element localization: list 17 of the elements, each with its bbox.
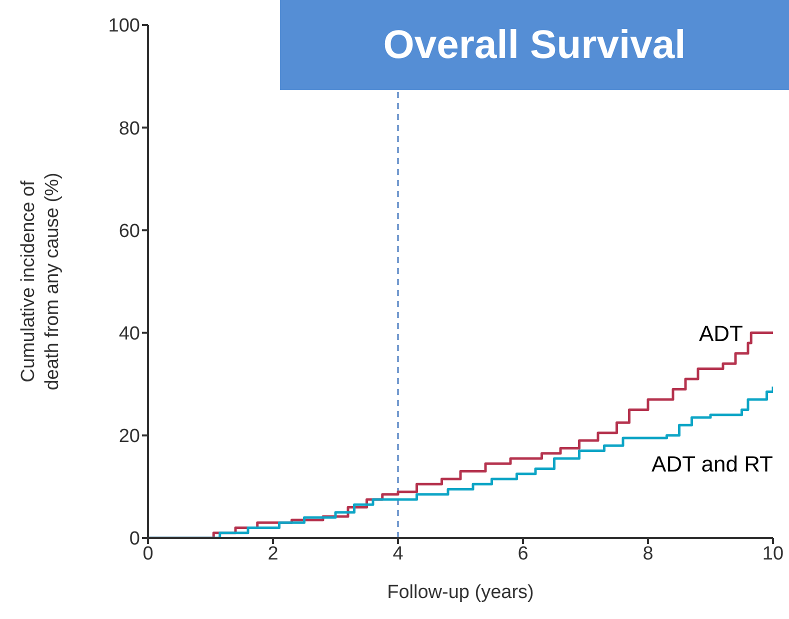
x-tick-label: 2 xyxy=(268,543,278,564)
title-banner: Overall Survival xyxy=(280,0,789,90)
y-tick-label: 60 xyxy=(118,220,140,242)
x-tick-label: 10 xyxy=(762,543,784,564)
x-tick-label: 4 xyxy=(392,543,404,564)
y-tick-label: 100 xyxy=(108,16,140,37)
y-tick-label: 40 xyxy=(118,324,140,345)
series-label: ADT xyxy=(699,320,743,346)
x-tick-label: 8 xyxy=(642,543,654,564)
y-tick-label: 20 xyxy=(118,426,140,448)
y-tick-label: 80 xyxy=(118,118,140,140)
series-label: ADT and RT xyxy=(652,452,773,477)
y-tick-label: 0 xyxy=(129,528,140,550)
x-tick-label: 0 xyxy=(142,543,154,564)
y-axis-title: Cumulative incidence of death from any cause (%) xyxy=(18,172,63,390)
x-tick-label: 6 xyxy=(518,543,528,564)
x-axis-title: Follow-up (years) xyxy=(387,582,534,603)
